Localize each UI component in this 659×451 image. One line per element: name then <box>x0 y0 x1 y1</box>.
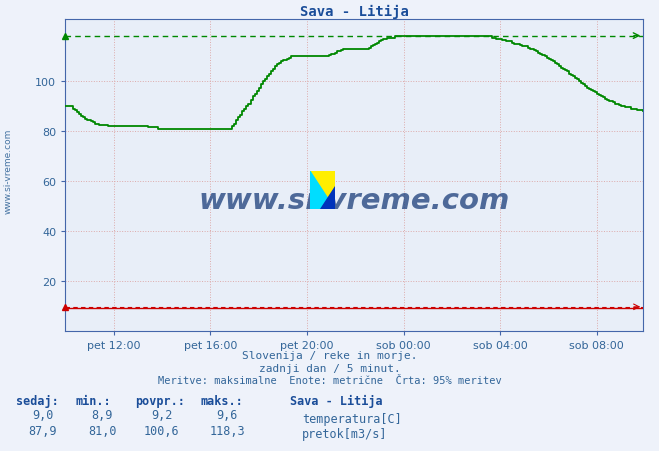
Text: 9,2: 9,2 <box>151 409 172 422</box>
Text: 100,6: 100,6 <box>144 424 179 437</box>
Polygon shape <box>310 171 335 210</box>
Text: www.si-vreme.com: www.si-vreme.com <box>3 129 13 214</box>
Text: pretok[m3/s]: pretok[m3/s] <box>302 428 387 440</box>
Text: 81,0: 81,0 <box>88 424 117 437</box>
Polygon shape <box>320 187 335 210</box>
Text: 118,3: 118,3 <box>210 424 245 437</box>
Text: Meritve: maksimalne  Enote: metrične  Črta: 95% meritev: Meritve: maksimalne Enote: metrične Črta… <box>158 375 501 385</box>
Text: maks.:: maks.: <box>201 394 244 407</box>
Text: 8,9: 8,9 <box>92 409 113 422</box>
Text: temperatura[C]: temperatura[C] <box>302 412 401 425</box>
Title: Sava - Litija: Sava - Litija <box>300 5 409 18</box>
Text: povpr.:: povpr.: <box>135 394 185 407</box>
Text: 9,0: 9,0 <box>32 409 53 422</box>
Text: 9,6: 9,6 <box>217 409 238 422</box>
Text: sedaj:: sedaj: <box>16 394 59 407</box>
Text: min.:: min.: <box>76 394 111 407</box>
Text: 87,9: 87,9 <box>28 424 57 437</box>
Text: Slovenija / reke in morje.: Slovenija / reke in morje. <box>242 350 417 360</box>
Text: Sava - Litija: Sava - Litija <box>290 394 383 407</box>
Text: www.si-vreme.com: www.si-vreme.com <box>198 186 510 214</box>
Text: zadnji dan / 5 minut.: zadnji dan / 5 minut. <box>258 363 401 373</box>
